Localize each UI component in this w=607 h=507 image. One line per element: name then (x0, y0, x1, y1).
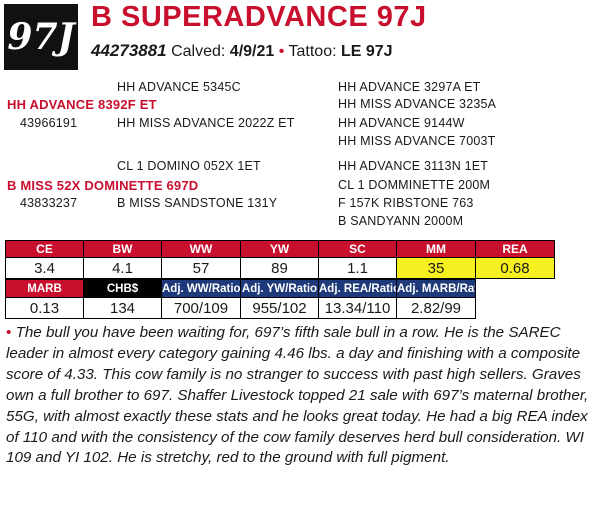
notes-text: The bull you have been waiting for, 697’… (6, 324, 589, 467)
sire-dam-dam: HH MISS ADVANCE 7003T (338, 134, 496, 148)
header-marb: MARB (5, 279, 84, 298)
registration-number: 44273881 (91, 41, 167, 60)
dam-dam: B MISS SANDSTONE 131Y (117, 196, 278, 210)
dam-dam-dam: B SANDYANN 2000M (338, 214, 464, 228)
sire-sire-dam: HH MISS ADVANCE 3235A (338, 97, 497, 111)
dam-sire-dam: CL 1 DOMMINETTE 200M (338, 178, 491, 192)
sire-dam: HH MISS ADVANCE 2022Z ET (117, 116, 295, 130)
header-ce: CE (5, 240, 84, 258)
sire-sire-sire: HH ADVANCE 3297A ET (338, 80, 481, 94)
value-adj-marb: 2.82/99 (396, 297, 476, 319)
value-mm: 35 (396, 257, 476, 279)
epd-value-row: 3.4 4.1 57 89 1.1 35 0.68 (5, 257, 555, 279)
header-adj-rea: Adj. REA/Ratio (318, 279, 397, 298)
header-adj-yw: Adj. YW/Ratio (240, 279, 319, 298)
dam-name: B MISS 52X DOMINETTE 697D (7, 178, 199, 193)
animal-name: B SUPERADVANCE 97J (91, 1, 427, 33)
separator-bullet: • (278, 43, 285, 60)
value-marb: 0.13 (5, 297, 84, 319)
sale-notes: • The bull you have been waiting for, 69… (6, 323, 602, 469)
header-adj-marb: Adj. MARB/Ratio (396, 279, 476, 298)
header-bw: BW (83, 240, 162, 258)
sire-sire: HH ADVANCE 5345C (117, 80, 241, 94)
sire-dam-sire: HH ADVANCE 9144W (338, 116, 465, 130)
dam-sire-sire: HH ADVANCE 3113N 1ET (338, 159, 489, 173)
dam-reg: 43833237 (20, 196, 78, 210)
epd-table-1: CE BW WW YW SC MM REA 3.4 4.1 57 89 1.1 … (5, 240, 555, 279)
ratio-value-row: 0.13 134 700/109 955/102 13.34/110 2.82/… (5, 297, 476, 319)
tattoo-value: LE 97J (340, 43, 393, 60)
epd-header-row: CE BW WW YW SC MM REA (5, 240, 555, 258)
notes-bullet: • (6, 324, 12, 341)
lot-number: 97J (7, 16, 75, 58)
value-sc: 1.1 (318, 257, 397, 279)
value-adj-rea: 13.34/110 (318, 297, 397, 319)
tattoo-label: Tattoo: (288, 43, 337, 60)
lot-number-badge: 97J (4, 4, 78, 70)
value-ww: 57 (161, 257, 241, 279)
ratio-header-row: MARB CHB$ Adj. WW/Ratio Adj. YW/Ratio Ad… (5, 279, 476, 298)
value-rea: 0.68 (475, 257, 555, 279)
value-ce: 3.4 (5, 257, 84, 279)
header-rea: REA (475, 240, 555, 258)
value-adj-yw: 955/102 (240, 297, 319, 319)
header-ww: WW (161, 240, 241, 258)
value-bw: 4.1 (83, 257, 162, 279)
header-adj-ww: Adj. WW/Ratio (161, 279, 241, 298)
epd-table-2: MARB CHB$ Adj. WW/Ratio Adj. YW/Ratio Ad… (5, 279, 476, 319)
header-mm: MM (396, 240, 476, 258)
calved-label: Calved: (171, 43, 226, 60)
value-yw: 89 (240, 257, 319, 279)
sire-reg: 43966191 (20, 116, 78, 130)
calved-date: 4/9/21 (229, 43, 275, 60)
value-adj-ww: 700/109 (161, 297, 241, 319)
value-chb: 134 (83, 297, 162, 319)
header-yw: YW (240, 240, 319, 258)
header-chb: CHB$ (83, 279, 162, 298)
header-sc: SC (318, 240, 397, 258)
dam-sire: CL 1 DOMINO 052X 1ET (117, 159, 261, 173)
sire-name: HH ADVANCE 8392F ET (7, 97, 157, 112)
dam-dam-sire: F 157K RIBSTONE 763 (338, 196, 474, 210)
registration-line: 44273881 Calved: 4/9/21 • Tattoo: LE 97J (91, 41, 393, 61)
